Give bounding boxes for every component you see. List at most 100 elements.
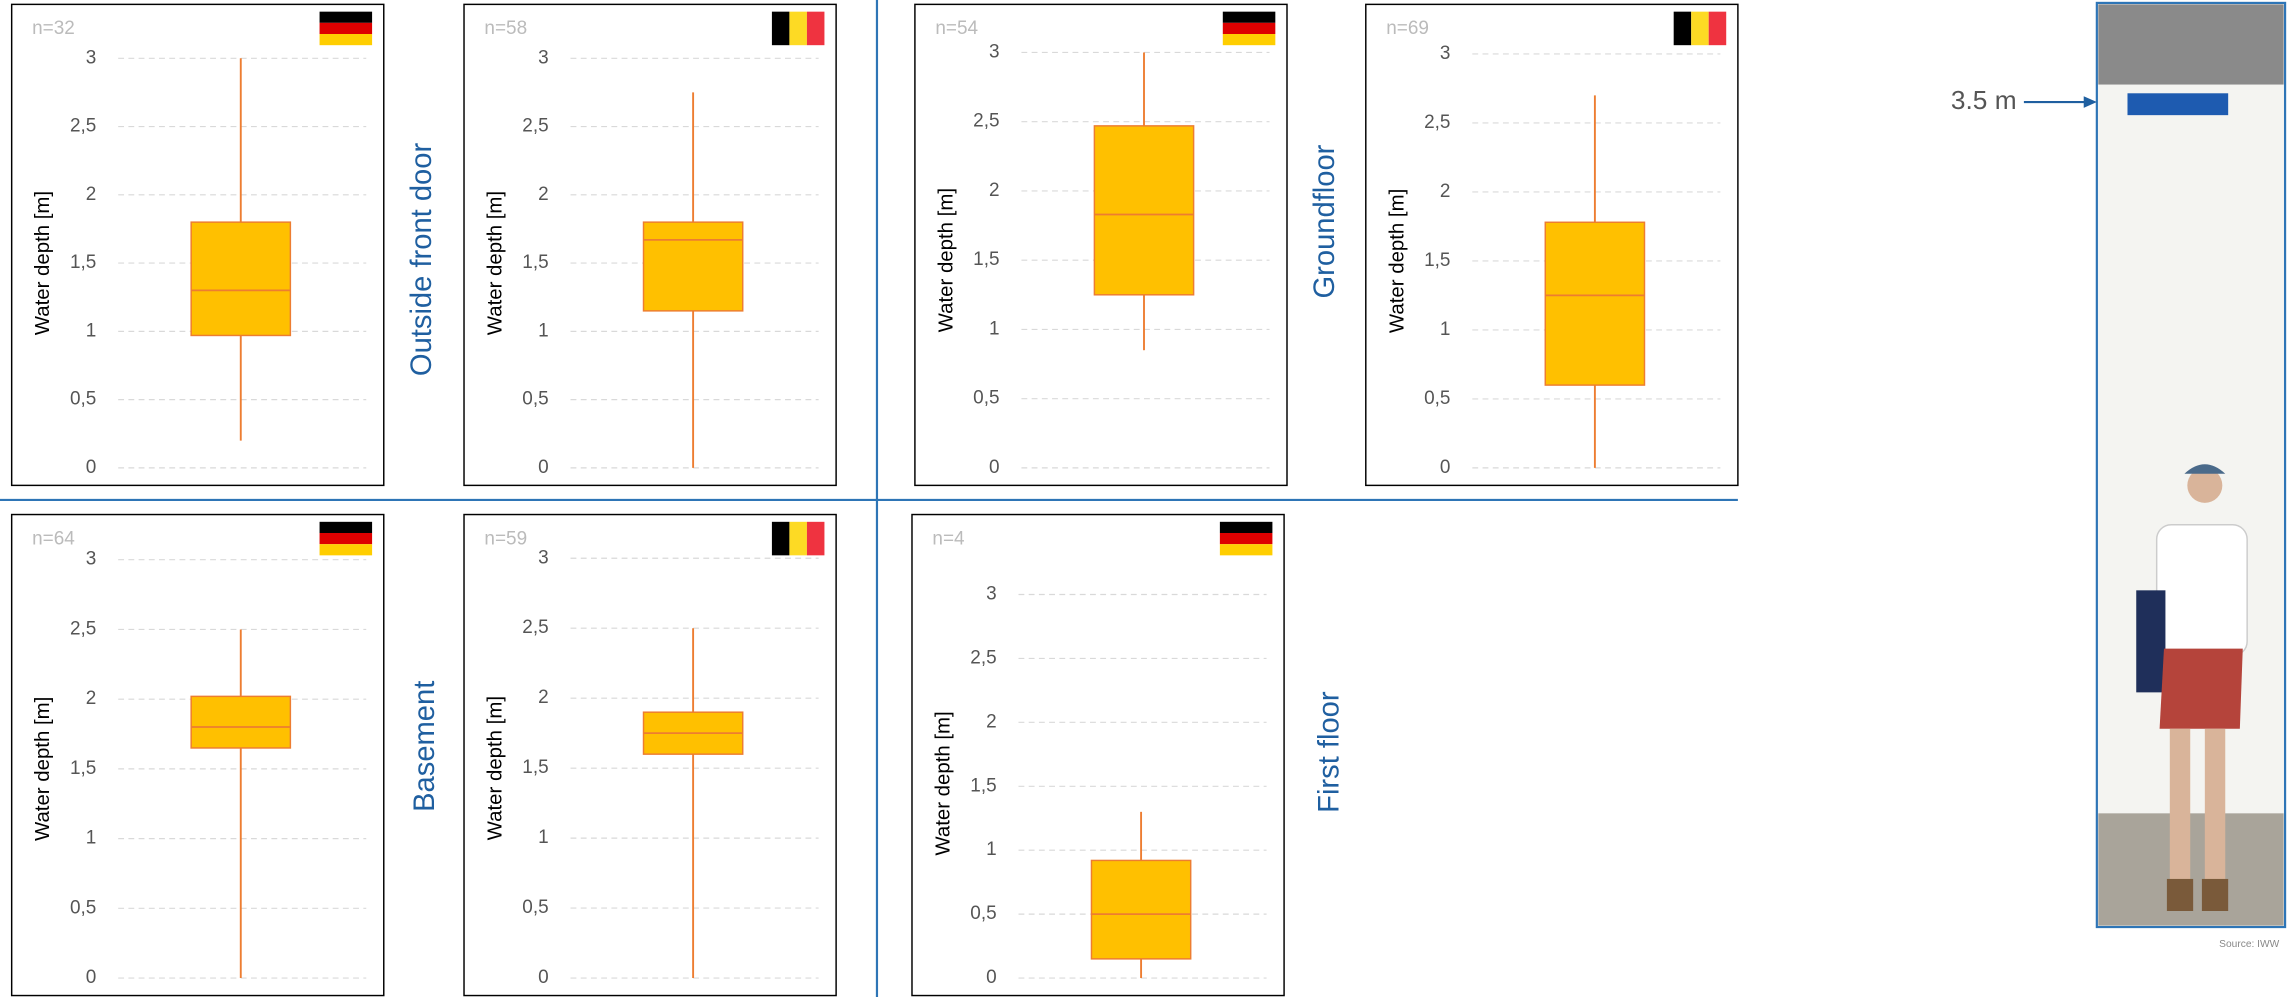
source: Source: IWW: [2219, 939, 2279, 950]
flag-stripe: [1222, 22, 1276, 35]
y-tick-label: 0: [986, 967, 997, 988]
person-leg: [2204, 728, 2226, 882]
y-tick-label: 0: [1440, 457, 1451, 478]
group-label: Basement: [409, 681, 441, 812]
sample-size: n=64: [32, 528, 75, 549]
y-tick-label: 3: [538, 547, 549, 568]
flag-stripe: [1219, 532, 1273, 545]
flag-stripe: [319, 22, 373, 35]
sample-size: n=54: [935, 18, 978, 39]
flood-sign: [2127, 93, 2229, 116]
box: [1090, 859, 1192, 960]
sample-size: n=32: [32, 18, 75, 39]
y-tick-label: 0,5: [522, 897, 548, 918]
person-head: [2187, 467, 2223, 503]
y-tick-label: 1,5: [973, 249, 999, 270]
y-axis-title: Water depth [m]: [32, 697, 54, 841]
y-axis-title: Water depth [m]: [32, 191, 54, 335]
y-tick-label: 1,5: [970, 775, 996, 796]
y-tick-label: 0,5: [522, 389, 548, 410]
wall: [2095, 1, 2287, 929]
y-tick-label: 2: [86, 184, 97, 205]
y-tick-label: 2: [989, 180, 1000, 201]
box: [1093, 125, 1195, 296]
y-tick-label: 0,5: [973, 388, 999, 409]
y-axis-title: Water depth [m]: [485, 696, 507, 840]
y-tick-label: 2,5: [522, 116, 548, 137]
flag-stripe: [789, 521, 807, 556]
person-cap: [2184, 464, 2226, 474]
y-tick-label: 1,5: [522, 252, 548, 273]
y-tick-label: 0: [538, 967, 549, 988]
box: [642, 221, 744, 312]
y-tick-label: 0,5: [70, 389, 96, 410]
y-tick-label: 2: [986, 711, 997, 732]
y-tick-label: 1: [1440, 319, 1451, 340]
y-tick-label: 3: [86, 47, 97, 68]
person-shoe: [2201, 878, 2229, 912]
panel: [10, 513, 385, 997]
y-tick-label: 1,5: [522, 757, 548, 778]
y-tick-label: 2: [538, 184, 549, 205]
flag-stripe: [1222, 34, 1276, 46]
y-tick-label: 0: [989, 457, 1000, 478]
flag-stripe: [1708, 11, 1727, 46]
y-tick-label: 0,5: [70, 897, 96, 918]
flag-stripe: [806, 521, 825, 556]
y-tick-label: 0: [86, 967, 97, 988]
y-tick-label: 3: [538, 47, 549, 68]
y-tick-label: 1: [538, 827, 549, 848]
person-shoe: [2166, 878, 2194, 912]
box: [190, 221, 292, 337]
panel: [463, 513, 837, 997]
y-axis-title: Water depth [m]: [1386, 189, 1408, 333]
flag-stripe: [1222, 11, 1276, 23]
y-tick-label: 1,5: [1424, 250, 1450, 271]
flag-stripe: [319, 521, 373, 533]
group-label: Outside front door: [406, 143, 438, 377]
y-tick-label: 3: [986, 583, 997, 604]
flag-stripe: [319, 34, 373, 46]
box: [190, 695, 292, 749]
y-tick-label: 0,5: [1424, 388, 1450, 409]
y-tick-label: 2,5: [522, 617, 548, 638]
flag-stripe: [319, 11, 373, 23]
roof-shadow: [2098, 4, 2284, 85]
group-label: Groundfloor: [1309, 144, 1341, 298]
group-label: First floor: [1313, 691, 1345, 813]
person-skirt: [2159, 648, 2243, 729]
flag-stripe: [1691, 11, 1709, 46]
y-tick-label: 1: [989, 318, 1000, 339]
y-tick-label: 1: [538, 320, 549, 341]
y-tick-label: 2: [1440, 181, 1451, 202]
arrow-head: [2083, 96, 2097, 108]
person-leg: [2169, 728, 2191, 882]
sample-size: n=69: [1386, 18, 1429, 39]
y-tick-label: 1,5: [70, 252, 96, 273]
y-tick-label: 2,5: [70, 116, 96, 137]
y-tick-label: 3: [989, 41, 1000, 62]
y-tick-label: 1: [86, 320, 97, 341]
person-bag: [2136, 590, 2166, 693]
flag-stripe: [806, 11, 825, 46]
y-axis-title: Water depth [m]: [935, 188, 957, 332]
flag-stripe: [1673, 11, 1692, 46]
flag-stripe: [319, 544, 373, 556]
y-tick-label: 1: [86, 828, 97, 849]
sample-size: n=58: [484, 18, 527, 39]
y-tick-label: 2,5: [1424, 112, 1450, 133]
photo: 3.5 m Source: IWW: [1951, 1, 2287, 950]
height-label: 3.5 m: [1951, 85, 2017, 115]
sample-size: n=4: [932, 528, 964, 549]
y-tick-label: 3: [1440, 43, 1451, 64]
y-axis-title: Water depth [m]: [932, 711, 954, 855]
y-tick-label: 2,5: [973, 111, 999, 132]
sample-size: n=59: [484, 528, 527, 549]
flag-stripe: [1219, 521, 1273, 533]
flag-stripe: [771, 521, 790, 556]
y-tick-label: 2,5: [70, 618, 96, 639]
y-axis-title: Water depth [m]: [485, 191, 507, 335]
flag-stripe: [771, 11, 790, 46]
